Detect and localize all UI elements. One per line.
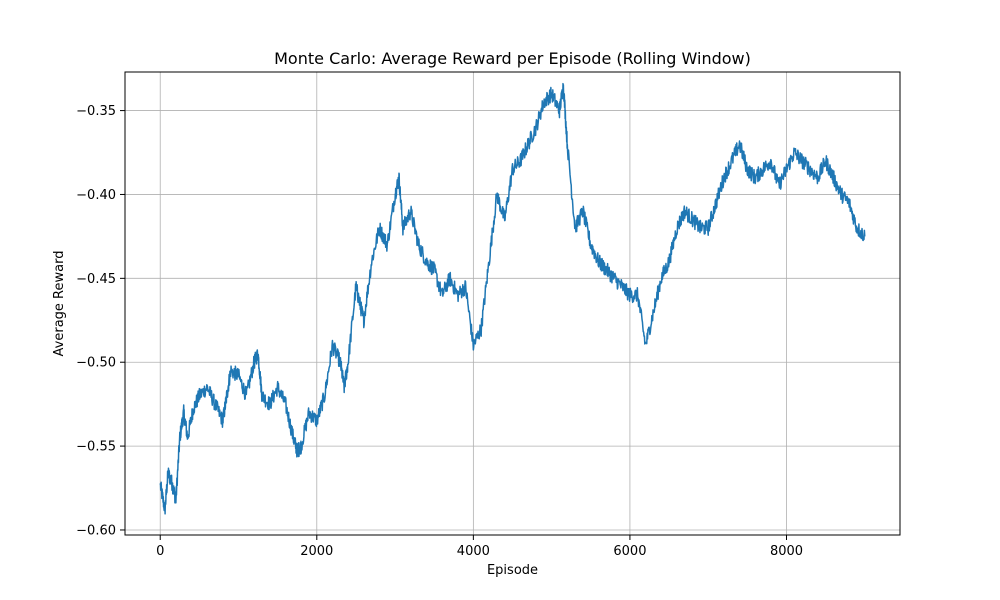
series-lines (159, 82, 866, 515)
x-tick-label: 6000 (613, 544, 646, 559)
y-tick-label: −0.35 (76, 104, 116, 119)
y-tick-label: −0.55 (76, 440, 116, 455)
y-tick-label: −0.45 (76, 272, 116, 287)
series-line (159, 82, 866, 515)
y-tick-label: −0.40 (76, 188, 116, 203)
y-axis-label: Average Reward (52, 251, 67, 357)
chart-title: Monte Carlo: Average Reward per Episode … (274, 49, 751, 68)
x-tick-label: 2000 (300, 544, 333, 559)
x-tick-label: 8000 (770, 544, 803, 559)
plot-frame (124, 71, 901, 536)
x-axis-label: Episode (487, 563, 538, 578)
x-tick-label: 0 (156, 544, 164, 559)
x-tick-label: 4000 (457, 544, 490, 559)
grid-lines (125, 72, 900, 535)
y-tick-label: −0.60 (76, 523, 116, 538)
y-tick-label: −0.50 (76, 356, 116, 371)
axis-ticks: 0 2000 4000 6000 8000 −0.60 −0.55 −0.50 −0.45 −0.… (76, 104, 803, 559)
